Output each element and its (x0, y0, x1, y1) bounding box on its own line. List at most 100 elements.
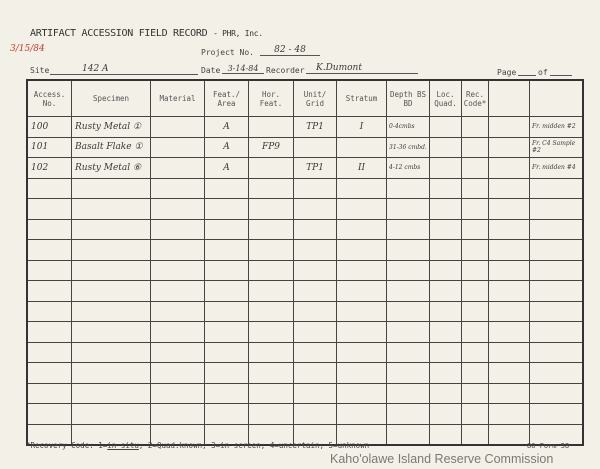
cell-hor-feat[interactable] (248, 321, 294, 343)
cell-specimen[interactable] (71, 382, 151, 404)
cell-notes[interactable] (529, 321, 584, 343)
cell-rec-code[interactable] (461, 136, 489, 158)
cell-material[interactable] (150, 341, 205, 363)
cell-loc-quad[interactable] (429, 341, 462, 363)
cell-blank-1[interactable] (488, 198, 530, 220)
cell-blank-1[interactable] (488, 136, 530, 158)
cell-unit-grid[interactable] (293, 259, 337, 281)
cell-feat-area[interactable] (204, 198, 249, 220)
cell-loc-quad[interactable] (429, 423, 462, 446)
cell-material[interactable] (150, 218, 205, 240)
cell-specimen[interactable] (71, 259, 151, 281)
cell-stratum[interactable] (336, 382, 387, 404)
cell-blank-1[interactable] (488, 239, 530, 261)
cell-access-no[interactable] (26, 321, 72, 343)
cell-rec-code[interactable] (461, 423, 489, 446)
cell-material[interactable] (150, 116, 205, 138)
cell-notes[interactable] (529, 341, 584, 363)
cell-notes[interactable] (529, 403, 584, 425)
cell-feat-area[interactable]: A (204, 116, 249, 138)
cell-feat-area[interactable] (204, 403, 249, 425)
cell-rec-code[interactable] (461, 239, 489, 261)
cell-depth[interactable] (386, 259, 430, 281)
cell-unit-grid[interactable] (293, 321, 337, 343)
cell-specimen[interactable]: Rusty Metal ⑥ (71, 157, 151, 179)
cell-unit-grid[interactable] (293, 403, 337, 425)
cell-hor-feat[interactable] (248, 341, 294, 363)
cell-blank-1[interactable] (488, 259, 530, 281)
cell-depth[interactable] (386, 341, 430, 363)
page-field[interactable] (518, 75, 536, 76)
cell-blank-1[interactable] (488, 341, 530, 363)
cell-hor-feat[interactable] (248, 198, 294, 220)
cell-material[interactable] (150, 177, 205, 199)
cell-rec-code[interactable] (461, 177, 489, 199)
cell-blank-1[interactable] (488, 321, 530, 343)
cell-depth[interactable] (386, 177, 430, 199)
cell-blank-1[interactable] (488, 177, 530, 199)
cell-feat-area[interactable] (204, 321, 249, 343)
cell-notes[interactable] (529, 177, 584, 199)
cell-unit-grid[interactable] (293, 136, 337, 158)
cell-access-no[interactable]: 101 (26, 136, 72, 158)
cell-feat-area[interactable] (204, 280, 249, 302)
cell-rec-code[interactable] (461, 198, 489, 220)
cell-rec-code[interactable] (461, 382, 489, 404)
cell-access-no[interactable] (26, 198, 72, 220)
cell-access-no[interactable] (26, 362, 72, 384)
cell-rec-code[interactable] (461, 403, 489, 425)
cell-stratum[interactable]: II (336, 157, 387, 179)
cell-loc-quad[interactable] (429, 403, 462, 425)
cell-material[interactable] (150, 198, 205, 220)
cell-rec-code[interactable] (461, 218, 489, 240)
cell-stratum[interactable] (336, 177, 387, 199)
cell-hor-feat[interactable] (248, 403, 294, 425)
cell-loc-quad[interactable] (429, 177, 462, 199)
cell-specimen[interactable] (71, 300, 151, 322)
cell-stratum[interactable] (336, 280, 387, 302)
cell-specimen[interactable] (71, 177, 151, 199)
cell-hor-feat[interactable] (248, 239, 294, 261)
cell-feat-area[interactable] (204, 259, 249, 281)
cell-blank-1[interactable] (488, 157, 530, 179)
cell-feat-area[interactable]: A (204, 136, 249, 158)
cell-material[interactable] (150, 403, 205, 425)
cell-notes[interactable] (529, 362, 584, 384)
of-field[interactable] (550, 75, 572, 76)
cell-blank-1[interactable] (488, 403, 530, 425)
cell-stratum[interactable] (336, 136, 387, 158)
cell-hor-feat[interactable] (248, 259, 294, 281)
cell-unit-grid[interactable] (293, 300, 337, 322)
cell-blank-1[interactable] (488, 280, 530, 302)
cell-material[interactable] (150, 362, 205, 384)
cell-feat-area[interactable] (204, 218, 249, 240)
cell-rec-code[interactable] (461, 300, 489, 322)
cell-loc-quad[interactable] (429, 239, 462, 261)
cell-rec-code[interactable] (461, 341, 489, 363)
cell-depth[interactable]: 31-36 cmbd. (386, 136, 430, 158)
cell-feat-area[interactable] (204, 177, 249, 199)
cell-loc-quad[interactable] (429, 116, 462, 138)
cell-notes[interactable]: Fr. midden #2 (529, 116, 584, 138)
cell-access-no[interactable] (26, 218, 72, 240)
cell-notes[interactable] (529, 239, 584, 261)
cell-depth[interactable]: 4-12 cmbs (386, 157, 430, 179)
cell-notes[interactable]: Fr. C4 Sample #2 (529, 136, 584, 158)
cell-hor-feat[interactable]: FP9 (248, 136, 294, 158)
cell-notes[interactable] (529, 423, 584, 446)
cell-loc-quad[interactable] (429, 300, 462, 322)
cell-hor-feat[interactable] (248, 300, 294, 322)
cell-depth[interactable]: 0-4cmbs (386, 116, 430, 138)
cell-blank-1[interactable] (488, 116, 530, 138)
cell-loc-quad[interactable] (429, 321, 462, 343)
cell-hor-feat[interactable] (248, 280, 294, 302)
cell-loc-quad[interactable] (429, 259, 462, 281)
cell-unit-grid[interactable] (293, 218, 337, 240)
cell-loc-quad[interactable] (429, 280, 462, 302)
cell-feat-area[interactable] (204, 341, 249, 363)
cell-material[interactable] (150, 382, 205, 404)
cell-hor-feat[interactable] (248, 177, 294, 199)
cell-loc-quad[interactable] (429, 218, 462, 240)
cell-specimen[interactable]: Rusty Metal ① (71, 116, 151, 138)
cell-stratum[interactable] (336, 300, 387, 322)
